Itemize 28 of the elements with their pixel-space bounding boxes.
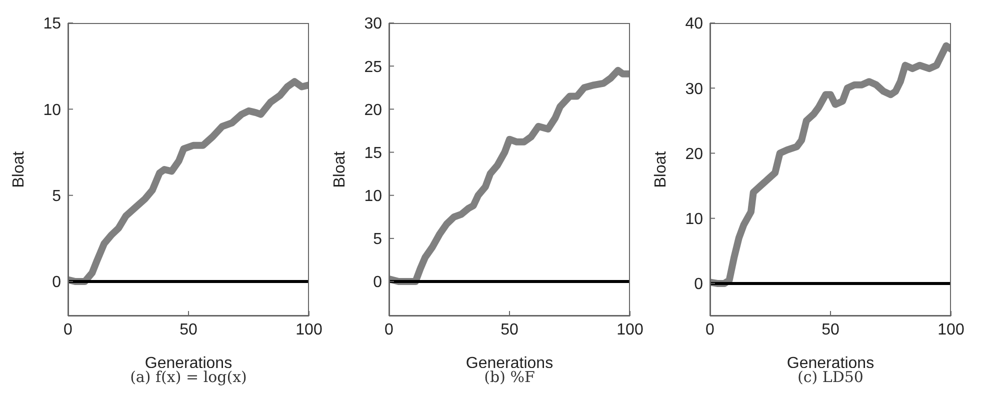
x-tick-label: 0 [706,321,715,338]
x-tick-label: 100 [616,321,644,338]
x-tick-label: 50 [180,321,198,338]
y-tick-label: 20 [685,146,704,163]
y-tick-label: 0 [52,274,62,292]
y-tick-label: 10 [364,188,382,206]
y-tick-label: 0 [373,274,382,292]
y-tick-label: 10 [43,102,62,119]
y-tick-label: 15 [43,16,62,33]
x-tick-label: 0 [64,321,73,338]
x-tick-label: 100 [938,321,964,338]
y-tick-label: 5 [52,188,62,206]
y-tick-label: 20 [364,102,382,119]
y-tick-label: 40 [685,16,704,33]
y-tick-label: 30 [685,80,704,98]
x-tick-label: 0 [384,321,394,338]
y-tick-label: 15 [364,144,382,162]
y-axis-title: Bloat [332,150,349,188]
y-tick-label: 0 [694,276,704,294]
x-tick-label: 50 [822,321,840,338]
y-tick-label: 5 [373,231,382,248]
y-axis-title: Bloat [10,150,28,188]
x-tick-label: 100 [296,321,322,338]
y-axis-title: Bloat [652,150,670,188]
x-tick-label: 50 [500,321,518,338]
y-tick-label: 30 [364,16,382,33]
y-tick-label: 25 [364,58,382,76]
y-tick-label: 10 [685,211,704,228]
